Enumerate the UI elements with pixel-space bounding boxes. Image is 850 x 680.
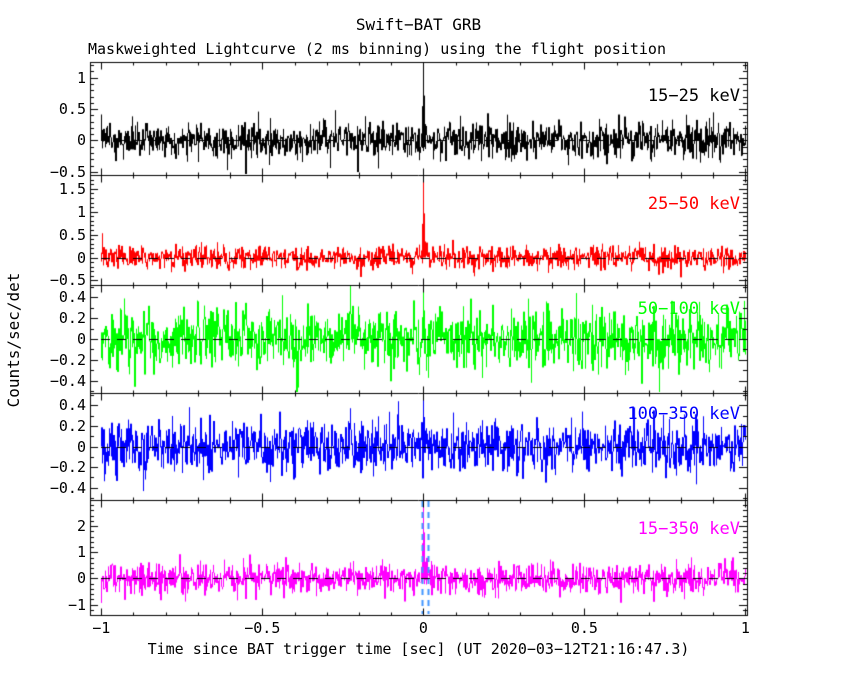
band-label: 25−50 keV [647,194,740,214]
y-tick-label: 2 [76,517,86,536]
band-label: 50−100 keV [637,299,740,319]
y-tick-label: 0 [76,437,86,456]
y-tick-label: 1.5 [58,179,86,198]
figure-title: Swift−BAT GRB [355,15,482,34]
band-label: 100−350 keV [627,404,740,424]
y-tick-label: 0.4 [58,288,86,307]
y-tick-label: −0.2 [49,458,86,477]
figure-subtitle: Maskweighted Lightcurve (2 ms binning) u… [88,40,666,58]
y-tick-label: 0 [76,131,86,150]
y-tick-label: 1 [76,543,86,562]
x-tick-label: 1 [740,619,750,637]
y-tick-label: −0.2 [49,350,86,369]
y-tick-label: 0.2 [58,416,86,435]
x-tick-label: −0.5 [244,619,281,637]
y-tick-label: 0.5 [58,225,86,244]
y-tick-label: −0.4 [49,371,86,390]
y-tick-label: 0.2 [58,309,86,328]
x-tick-label: −1 [92,619,111,637]
band-label: 15−350 keV [637,519,740,539]
y-tick-label: 0.4 [58,396,86,415]
y-tick-label: 1 [76,68,86,87]
y-tick-label: −0.5 [49,271,86,290]
x-tick-label: 0 [418,619,428,637]
y-tick-label: 0 [76,569,86,588]
y-tick-label: 0 [76,330,86,348]
y-tick-label: −0.4 [49,478,86,497]
y-tick-label: 1 [76,202,86,221]
x-tick-label: 0.5 [570,619,598,637]
band-label: 15−25 keV [647,86,740,106]
x-axis-title: Time since BAT trigger time [sec] (UT 20… [147,640,690,658]
y-tick-label: −1 [67,595,86,614]
y-tick-label: 0.5 [58,100,86,119]
y-tick-label: 0 [76,248,86,267]
y-tick-label: −0.5 [49,162,86,181]
